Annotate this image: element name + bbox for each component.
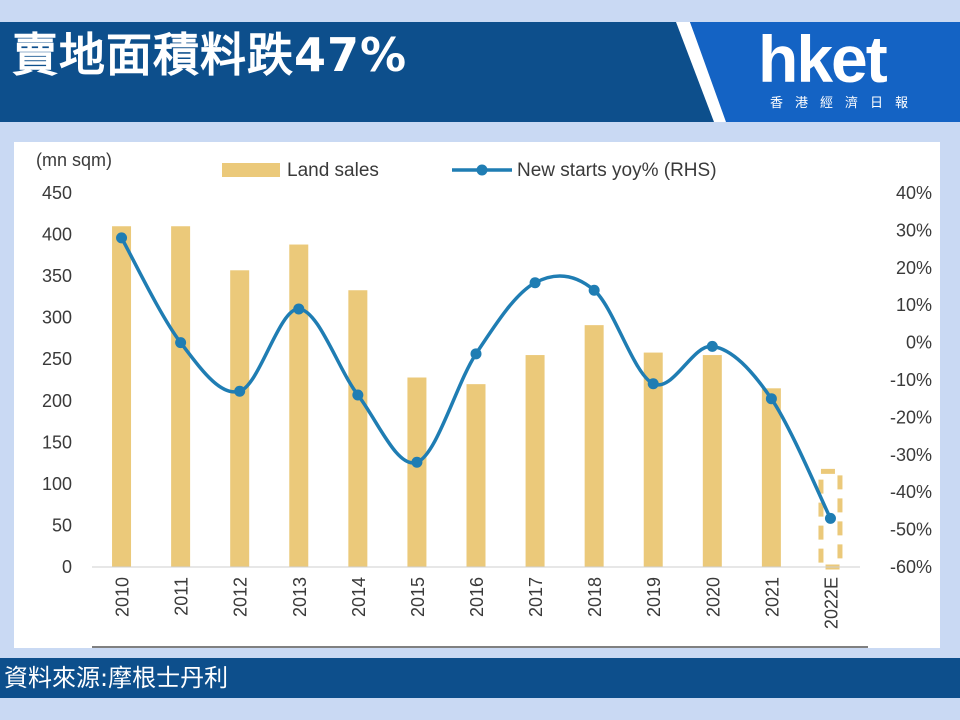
point-2018 [588,284,600,296]
x-tick-label: 2010 [113,577,133,617]
x-tick-label: 2021 [762,577,782,617]
legend-bar-swatch [222,163,280,177]
left-tick-label: 300 [42,308,72,328]
x-tick-label: 2017 [526,577,546,617]
bar-2017 [525,355,545,567]
point-2010 [116,232,128,244]
right-tick-label: -10% [890,370,932,390]
hket-logo[interactable]: hket [758,22,888,96]
bar-2010 [112,226,132,567]
point-2013 [293,303,305,315]
right-tick-label: 0% [906,333,932,353]
right-tick-label: 40% [896,183,932,203]
bar-2013 [289,244,309,567]
source-text: 資料來源:摩根士丹利 [4,664,229,692]
legend-label-land-sales: Land sales [287,160,379,181]
point-2017 [529,277,541,289]
point-2014 [352,389,364,401]
left-tick-label: 100 [42,474,72,494]
right-tick-label: 10% [896,295,932,315]
legend: Land sales New starts yoy% (RHS) [222,160,717,181]
chart-panel: Land sales New starts yoy% (RHS) (mn sqm)… [14,142,940,648]
footer-bar: 資料來源:摩根士丹利 [0,658,960,698]
point-2019 [647,378,659,390]
bar-2019 [643,352,663,567]
right-tick-label: -50% [890,520,932,540]
bar-2011 [171,226,191,567]
bar-2020 [702,355,722,567]
bar-2012 [230,270,250,567]
page-title: 賣地面積料跌47% [12,28,408,82]
bar-2016 [466,384,486,567]
legend-line-marker [476,164,488,176]
bar-2021 [761,388,781,567]
bar-2014 [348,290,368,567]
x-tick-label: 2014 [349,577,369,617]
left-tick-label: 450 [42,183,72,203]
point-2016 [470,348,482,360]
left-tick-label: 250 [42,349,72,369]
logo-background [690,22,960,122]
bar-2018 [584,325,604,567]
right-tick-label: 30% [896,220,932,240]
left-tick-label: 0 [62,557,72,577]
x-tick-label: 2011 [172,577,192,616]
x-tick-label: 2015 [408,577,428,617]
x-tick-label: 2020 [703,577,723,617]
left-axis: 450 400 350 300 250 200 150 100 50 0 [42,183,72,577]
legend-label-new-starts: New starts yoy% (RHS) [517,160,717,181]
right-tick-label: -30% [890,445,932,465]
hket-logo-subtitle: 香港經濟日報 [770,96,921,111]
right-axis: 40% 30% 20% 10% 0% -10% -20% -30% -40% -50% -60% [890,183,932,577]
left-tick-label: 350 [42,266,72,286]
point-2015 [411,456,423,468]
land-sales-chart: Land sales New starts yoy% (RHS) (mn sqm)… [36,150,932,648]
point-2021 [765,393,777,405]
x-tick-label: 2022E [821,577,841,629]
bar-series [92,226,868,648]
point-2012 [234,385,246,397]
left-tick-label: 200 [42,391,72,411]
right-tick-label: -20% [890,407,932,427]
right-tick-label: -40% [890,482,932,502]
left-axis-unit-label: (mn sqm) [36,150,112,170]
line-series [116,232,836,524]
left-tick-label: 400 [42,225,72,245]
right-tick-label: -60% [890,557,932,577]
x-axis: 2010 2011 2012 2013 2014 2015 2016 2017 2018 2019… [113,577,842,629]
left-tick-label: 150 [42,432,72,452]
left-tick-label: 50 [52,515,72,535]
x-tick-label: 2018 [585,577,605,617]
x-tick-label: 2013 [290,577,310,617]
x-tick-label: 2016 [467,577,487,617]
point-2011 [175,337,187,349]
point-2022E [824,512,836,524]
x-tick-label: 2019 [644,577,664,617]
point-2020 [706,340,718,352]
x-tick-label: 2012 [231,577,251,617]
bar-2015 [407,377,427,567]
right-tick-label: 20% [896,258,932,278]
